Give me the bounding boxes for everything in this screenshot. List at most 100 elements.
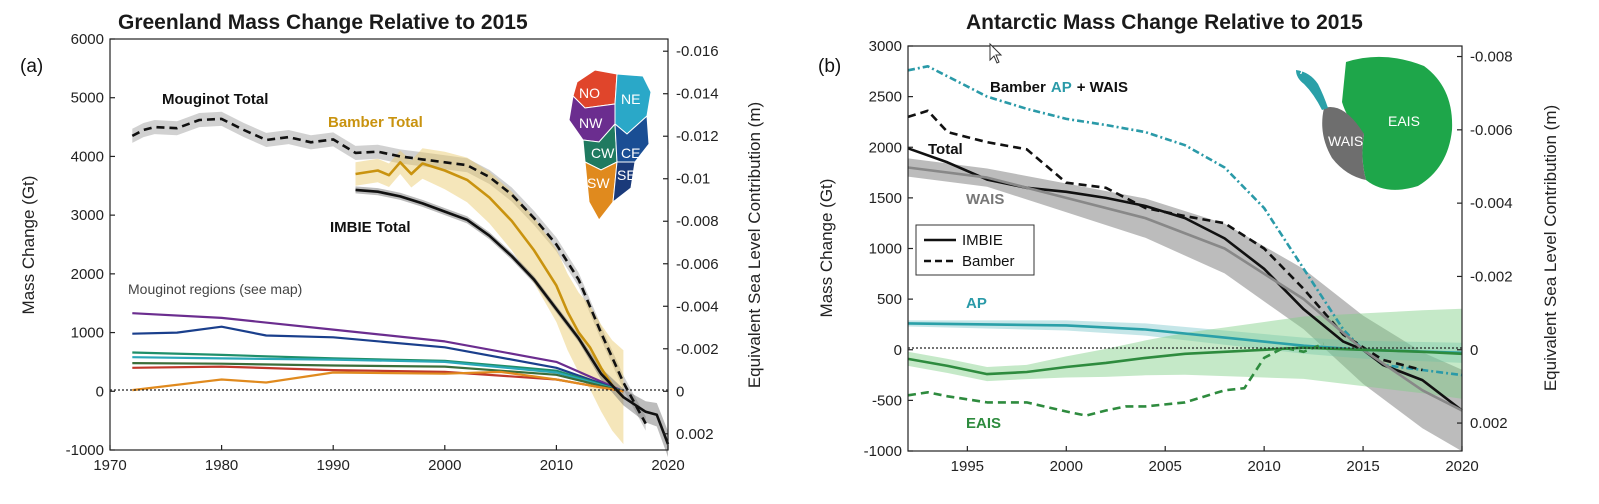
a-y2tick-label-7: -0.012 bbox=[676, 128, 719, 145]
panel-b-y2label: Equivalent Sea Level Contribution (m) bbox=[1541, 105, 1560, 391]
b-ytick-label-3: 500 bbox=[877, 291, 902, 308]
b-y2tick-label-4: -0.006 bbox=[1470, 122, 1513, 139]
a-y2tick-label-0: 0.002 bbox=[676, 426, 714, 443]
panel-b-label: (b) bbox=[818, 56, 841, 77]
b-y2tick-label-5: -0.008 bbox=[1470, 49, 1513, 66]
panel-a-y2label: Equivalent Sea Level Contribution (m) bbox=[745, 102, 764, 388]
map-region-ap bbox=[1296, 70, 1328, 110]
b-y2tick-label-0: 0.002 bbox=[1470, 415, 1508, 432]
map-region-wais bbox=[1322, 107, 1366, 180]
a-region-line-4 bbox=[132, 362, 624, 393]
a-region-line-3 bbox=[132, 356, 624, 393]
a-series-line-2 bbox=[355, 188, 670, 445]
annotation-total: Total bbox=[928, 141, 963, 158]
a-band-1 bbox=[355, 148, 624, 445]
a-xtick-label-1: 1980 bbox=[205, 457, 238, 474]
panel-a-uncertainty-bands bbox=[132, 111, 668, 457]
panel-a-x-ticks: 1970 1980 1990 2000 2010 2020 bbox=[93, 445, 685, 474]
panel-b: Antarctic Mass Change Relative to 2015 (… bbox=[817, 11, 1560, 475]
a-ytick-label-1: 0 bbox=[96, 383, 104, 400]
annotation-bamber-wais: + WAIS bbox=[1077, 79, 1128, 96]
b-xtick-label-4: 2015 bbox=[1346, 458, 1379, 475]
panel-b-y-ticks: -1000 -500 0 500 1000 1500 2000 2500 3000 bbox=[864, 38, 913, 460]
panel-a-ylabel: Mass Change (Gt) bbox=[19, 176, 38, 315]
a-y2tick-label-3: -0.004 bbox=[676, 298, 719, 315]
a-region-line-2 bbox=[132, 351, 624, 393]
a-ytick-label-4: 3000 bbox=[71, 207, 104, 224]
b-xtick-label-2: 2005 bbox=[1149, 458, 1182, 475]
a-xtick-label-4: 2010 bbox=[540, 457, 573, 474]
b-ytick-label-4: 1000 bbox=[869, 241, 902, 258]
panel-a-y2-ticks: 0.002 0 -0.002 -0.004 -0.006 -0.008 -0.01 -0.01… bbox=[663, 43, 719, 443]
panel-a-series-lines bbox=[131, 117, 670, 445]
greenland-map-inset: NO NE NW CW CE SW SE bbox=[568, 69, 652, 221]
annotation-bamber-total: Bamber Total bbox=[328, 114, 423, 131]
a-region-line-0 bbox=[132, 312, 624, 393]
b-series-line-6 bbox=[907, 342, 1324, 417]
map-label-wais: WAIS bbox=[1328, 133, 1363, 149]
map-label-ce: CE bbox=[621, 145, 640, 161]
a-y2tick-label-1: 0 bbox=[676, 383, 684, 400]
map-label-ne: NE bbox=[621, 91, 640, 107]
a-ytick-label-3: 2000 bbox=[71, 266, 104, 283]
b-ytick-label-1: -500 bbox=[872, 392, 902, 409]
b-series-line-5 bbox=[907, 346, 1463, 376]
annotation-wais: WAIS bbox=[966, 191, 1004, 208]
panel-a-label: (a) bbox=[20, 56, 43, 77]
b-series-line-1 bbox=[907, 109, 1423, 372]
a-series-line-0 bbox=[131, 117, 647, 425]
annotation-mouginot-total: Mouginot Total bbox=[162, 91, 268, 108]
map-label-se: SE bbox=[617, 167, 636, 183]
a-y2tick-label-8: -0.014 bbox=[676, 86, 719, 103]
a-region-line-1 bbox=[132, 325, 624, 393]
a-xtick-label-5: 2020 bbox=[651, 457, 684, 474]
map-label-sw: SW bbox=[587, 175, 610, 191]
b-ytick-label-5: 1500 bbox=[869, 190, 902, 207]
a-y2tick-label-9: -0.016 bbox=[676, 43, 719, 60]
a-y2tick-label-2: -0.002 bbox=[676, 341, 719, 358]
panel-b-series-lines bbox=[907, 65, 1463, 417]
a-xtick-label-2: 1990 bbox=[317, 457, 350, 474]
b-xtick-label-5: 2020 bbox=[1445, 458, 1478, 475]
map-label-no: NO bbox=[579, 85, 600, 101]
panel-a-y-ticks: -1000 0 1000 2000 3000 4000 5000 6000 bbox=[66, 31, 115, 459]
b-ytick-label-6: 2000 bbox=[869, 139, 902, 156]
map-label-nw: NW bbox=[579, 115, 603, 131]
legend-bamber-label: Bamber bbox=[962, 253, 1015, 270]
b-xtick-label-1: 2000 bbox=[1050, 458, 1083, 475]
b-xtick-label-3: 2010 bbox=[1247, 458, 1280, 475]
annotation-bamber-ap: AP bbox=[1051, 79, 1072, 96]
panel-b-ylabel: Mass Change (Gt) bbox=[817, 179, 836, 318]
annotation-ap: AP bbox=[966, 295, 987, 312]
panel-b-y2-ticks: 0.002 0 -0.002 -0.004 -0.006 -0.008 bbox=[1457, 49, 1513, 432]
map-region-eais bbox=[1342, 56, 1453, 190]
mouse-cursor-icon bbox=[989, 42, 1003, 64]
b-band-1 bbox=[908, 320, 1462, 363]
map-region-se bbox=[612, 161, 636, 204]
b-series-line-3 bbox=[907, 166, 1463, 412]
a-ytick-label-5: 4000 bbox=[71, 148, 104, 165]
panel-b-x-ticks: 1995 2000 2005 2010 2015 2020 bbox=[951, 446, 1479, 475]
map-label-cw: CW bbox=[591, 145, 615, 161]
panel-a-region-lines bbox=[132, 312, 624, 393]
legend-box bbox=[915, 224, 1035, 276]
a-ytick-label-0: -1000 bbox=[66, 442, 104, 459]
annotation-eais: EAIS bbox=[966, 415, 1001, 432]
map-label-eais: EAIS bbox=[1388, 113, 1420, 129]
a-ytick-label-7: 6000 bbox=[71, 31, 104, 48]
panel-b-legend: IMBIE Bamber bbox=[915, 224, 1035, 276]
a-xtick-label-0: 1970 bbox=[93, 457, 126, 474]
panel-a-title: Greenland Mass Change Relative to 2015 bbox=[118, 11, 528, 34]
b-ytick-label-0: -1000 bbox=[864, 443, 902, 460]
b-y2tick-label-3: -0.004 bbox=[1470, 195, 1513, 212]
a-xtick-label-3: 2000 bbox=[428, 457, 461, 474]
antarctica-map-inset: AP WAIS EAIS bbox=[1296, 56, 1453, 190]
annotation-imbie-total: IMBIE Total bbox=[330, 219, 411, 236]
a-series-line-1 bbox=[355, 161, 625, 399]
b-ytick-label-7: 2500 bbox=[869, 89, 902, 106]
annotation-bamber: Bamber AP + WAIS bbox=[990, 79, 1128, 96]
legend-imbie-label: IMBIE bbox=[962, 232, 1003, 249]
annotation-bamber-word: Bamber bbox=[990, 79, 1046, 96]
panel-a-axes-frame bbox=[109, 38, 669, 451]
b-y2tick-label-2: -0.002 bbox=[1470, 268, 1513, 285]
